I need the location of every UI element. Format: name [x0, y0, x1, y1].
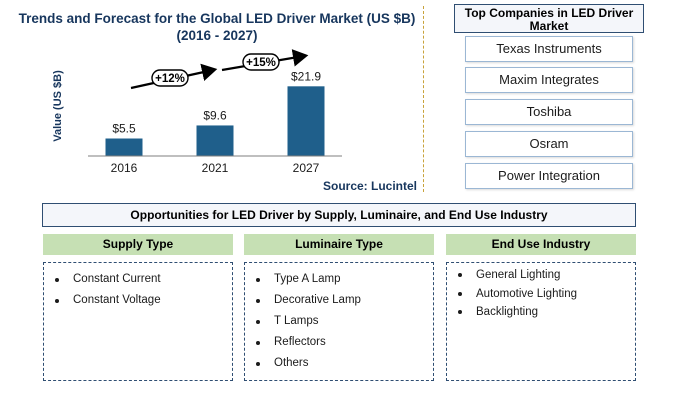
- category-label-2021: 2021: [202, 161, 229, 175]
- category-label-2016: 2016: [111, 161, 138, 175]
- companies-header: Top Companies in LED Driver Market: [454, 4, 644, 33]
- list-item: Type A Lamp: [253, 269, 433, 290]
- company-power-integration: Power Integration: [465, 163, 633, 189]
- bar-2027: [287, 86, 325, 156]
- list-item: Automotive Lighting: [455, 285, 635, 304]
- growth-label-1: +12%: [155, 73, 185, 85]
- list-item: Others: [253, 353, 433, 374]
- growth-label-2: +15%: [246, 57, 276, 69]
- supply-type-header: Supply Type: [43, 234, 233, 255]
- company-osram: Osram: [465, 131, 633, 157]
- value-label-2027: $21.9: [291, 69, 321, 83]
- growth-badge-2: [242, 53, 280, 71]
- bar-chart: Value (US $B) $5.5 2016 $9.6 2021 $21.9 2027 +1…: [52, 49, 342, 175]
- category-label-2027: 2027: [293, 161, 320, 175]
- bar-2021: [196, 125, 234, 156]
- list-item: Reflectors: [253, 332, 433, 353]
- company-maxim-integrates: Maxim Integrates: [465, 67, 633, 93]
- list-item: T Lamps: [253, 311, 433, 332]
- source-label: Source: Lucintel: [323, 179, 418, 193]
- company-toshiba: Toshiba: [465, 99, 633, 125]
- luminaire-type-header: Luminaire Type: [244, 234, 434, 255]
- company-texas-instruments: Texas Instruments: [465, 36, 633, 62]
- chart-title: Trends and Forecast for the Global LED D…: [18, 11, 416, 43]
- supply-type-list: Constant Current Constant Voltage: [43, 262, 233, 381]
- value-label-2016: $5.5: [112, 122, 136, 136]
- y-axis-label: Value (US $B): [52, 70, 64, 142]
- end-use-header: End Use Industry: [446, 234, 636, 255]
- list-item: General Lighting: [455, 266, 635, 285]
- list-item: Backlighting: [455, 303, 635, 322]
- list-item: Decorative Lamp: [253, 290, 433, 311]
- list-item: Constant Current: [52, 269, 232, 290]
- end-use-list: General Lighting Automotive Lighting Bac…: [446, 262, 636, 381]
- value-label-2021: $9.6: [203, 108, 227, 122]
- bar-2016: [105, 138, 143, 156]
- growth-badge-1: [151, 69, 189, 87]
- panel-divider: [423, 6, 424, 192]
- luminaire-type-list: Type A Lamp Decorative Lamp T Lamps Refl…: [244, 262, 434, 381]
- opportunities-header: Opportunities for LED Driver by Supply, …: [42, 203, 636, 227]
- list-item: Constant Voltage: [52, 290, 232, 311]
